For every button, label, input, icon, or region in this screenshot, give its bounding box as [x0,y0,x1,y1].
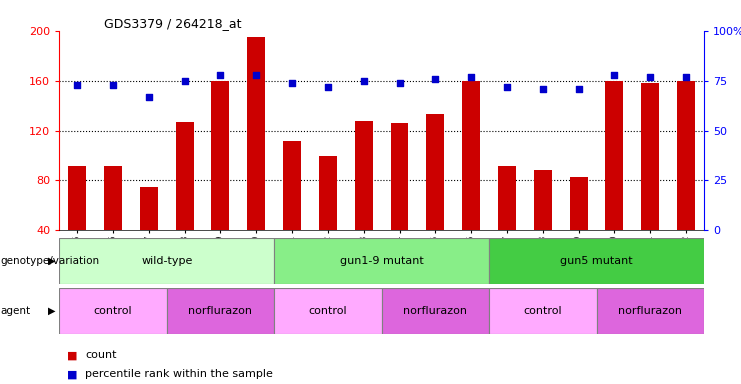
Point [608,71,620,78]
Bar [489,288,597,334]
Bar [426,114,445,230]
Bar [59,238,274,284]
Bar [462,81,480,230]
Text: control: control [93,306,133,316]
Point [215,71,227,78]
Text: wild-type: wild-type [141,256,193,266]
Bar [641,83,659,230]
Bar [489,238,704,284]
Text: ▶: ▶ [48,256,56,266]
Bar [176,122,193,230]
Point [143,94,155,100]
Point [501,84,513,90]
Bar [167,288,274,334]
Point [358,78,370,84]
Text: percentile rank within the sample: percentile rank within the sample [85,369,273,379]
Point [179,78,190,84]
Point [536,86,548,92]
Point [680,74,692,80]
Bar [283,141,301,230]
Bar [570,177,588,230]
Point [250,71,262,78]
Text: ■: ■ [67,350,77,360]
Text: GDS3379 / 264218_at: GDS3379 / 264218_at [104,17,242,30]
Text: count: count [85,350,117,360]
Text: norflurazon: norflurazon [618,306,682,316]
Bar [677,81,695,230]
Bar [534,170,552,230]
Point [322,84,333,90]
Bar [355,121,373,230]
Point [644,74,657,80]
Point [429,76,441,82]
Point [573,86,585,92]
Text: gun5 mutant: gun5 mutant [560,256,633,266]
Text: agent: agent [1,306,31,316]
Text: control: control [308,306,348,316]
Bar [104,166,122,230]
Bar [274,288,382,334]
Point [107,81,119,88]
Bar [68,166,86,230]
Bar [140,187,158,230]
Point [393,79,405,86]
Bar [597,288,704,334]
Bar [605,81,623,230]
Bar [247,37,265,230]
Text: ▶: ▶ [48,306,56,316]
Point [71,81,83,88]
Bar [59,288,167,334]
Bar [391,123,408,230]
Text: norflurazon: norflurazon [188,306,253,316]
Bar [498,166,516,230]
Bar [319,156,337,230]
Text: ■: ■ [67,369,77,379]
Bar [274,238,489,284]
Text: gun1-9 mutant: gun1-9 mutant [339,256,424,266]
Bar [382,288,489,334]
Bar [211,81,230,230]
Point [465,74,477,80]
Text: control: control [523,306,562,316]
Text: norflurazon: norflurazon [403,306,468,316]
Text: genotype/variation: genotype/variation [1,256,100,266]
Point [286,79,298,86]
